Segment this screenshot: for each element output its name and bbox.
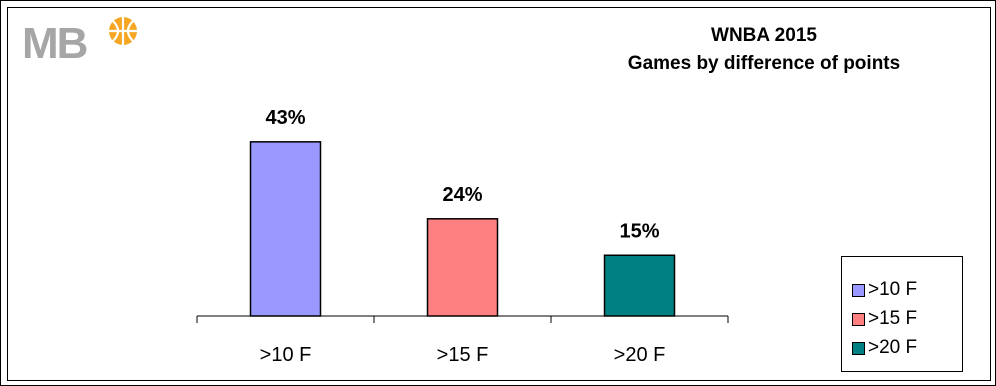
legend-item: >20 F bbox=[852, 337, 917, 359]
x-tick-label: >20 F bbox=[614, 344, 666, 366]
legend-swatch bbox=[852, 312, 865, 326]
x-tick-label: >15 F bbox=[437, 344, 489, 366]
chart-title-line-1: WNBA 2015 bbox=[711, 25, 817, 46]
x-tick-label: >10 F bbox=[260, 344, 312, 366]
basketball-icon bbox=[109, 17, 137, 45]
mb-logo: MB bbox=[22, 14, 162, 74]
bar bbox=[426, 218, 499, 317]
chart-legend: >10 F >15 F >20 F bbox=[841, 256, 963, 372]
chart-title: WNBA 2015 Games by difference of points bbox=[554, 22, 974, 78]
legend-item: >10 F bbox=[852, 279, 917, 301]
legend-label: >20 F bbox=[868, 337, 918, 358]
legend-item: >15 F bbox=[852, 308, 917, 330]
data-label: 24% bbox=[442, 184, 482, 206]
bar bbox=[603, 254, 676, 317]
legend-label: >10 F bbox=[868, 279, 918, 300]
data-label: 43% bbox=[265, 107, 305, 129]
logo-text: MB bbox=[22, 19, 88, 68]
chart-title-line-2: Games by difference of points bbox=[627, 53, 901, 74]
legend-swatch bbox=[852, 283, 865, 297]
legend-swatch bbox=[852, 341, 865, 355]
legend-label: >15 F bbox=[868, 308, 918, 329]
data-label: 15% bbox=[619, 220, 659, 242]
bar bbox=[249, 141, 322, 317]
chart-inner-frame bbox=[7, 7, 991, 381]
